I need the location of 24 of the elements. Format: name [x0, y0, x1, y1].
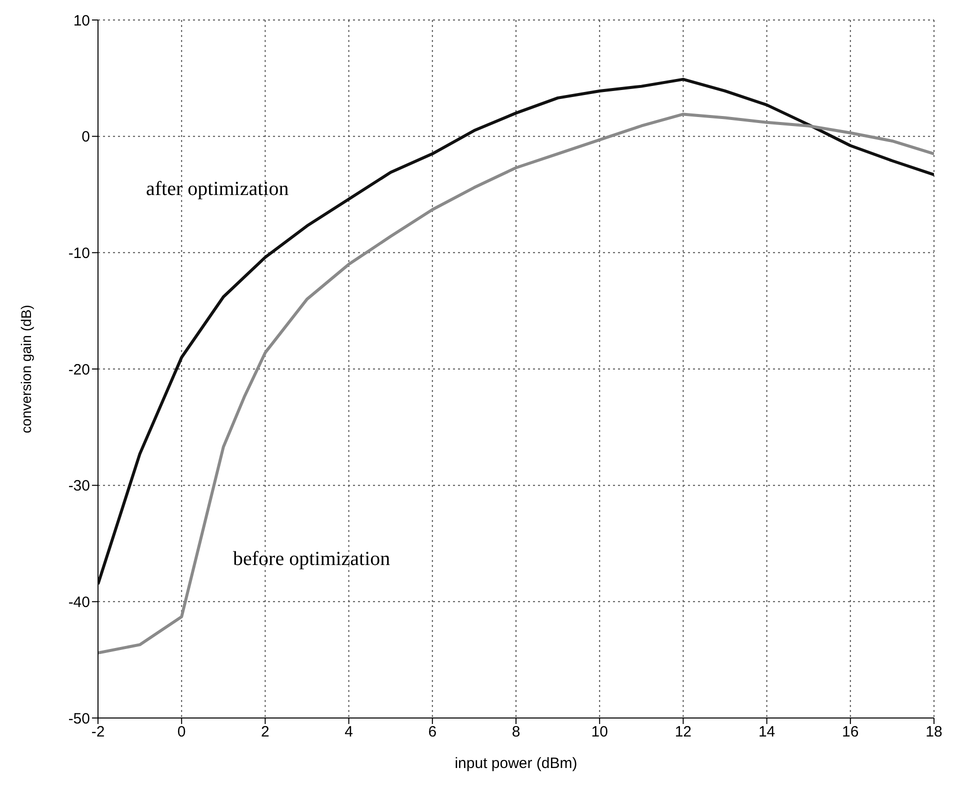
- x-tick-label: 6: [428, 724, 437, 741]
- y-tick-label: -30: [68, 478, 90, 495]
- y-tick-label: -10: [68, 244, 90, 262]
- x-tick-label: 8: [512, 724, 520, 741]
- x-tick-label: -2: [91, 724, 105, 741]
- x-tick-label: 16: [842, 724, 859, 741]
- x-axis-title: input power (dBm): [454, 755, 578, 772]
- y-tick-label: -20: [68, 361, 90, 378]
- y-tick-label: 0: [82, 128, 90, 146]
- y-axis-title: conversion gain (dB): [18, 304, 34, 434]
- x-tick-label: 18: [926, 724, 942, 741]
- x-tick-label: 2: [261, 724, 270, 741]
- y-tick-label: -40: [68, 594, 90, 611]
- x-tick-label: 10: [591, 724, 608, 741]
- y-tick-label: 10: [73, 12, 90, 30]
- x-tick-label: 12: [674, 724, 692, 741]
- annotation: before optimization: [233, 548, 390, 571]
- x-tick-label: 4: [344, 724, 353, 741]
- x-tick-label: 14: [758, 724, 776, 741]
- annotation: after optimization: [146, 178, 289, 201]
- x-tick-label: 0: [177, 724, 186, 741]
- line-series: [98, 78, 934, 586]
- line-series: [98, 112, 934, 654]
- y-tick-label: -50: [68, 710, 90, 728]
